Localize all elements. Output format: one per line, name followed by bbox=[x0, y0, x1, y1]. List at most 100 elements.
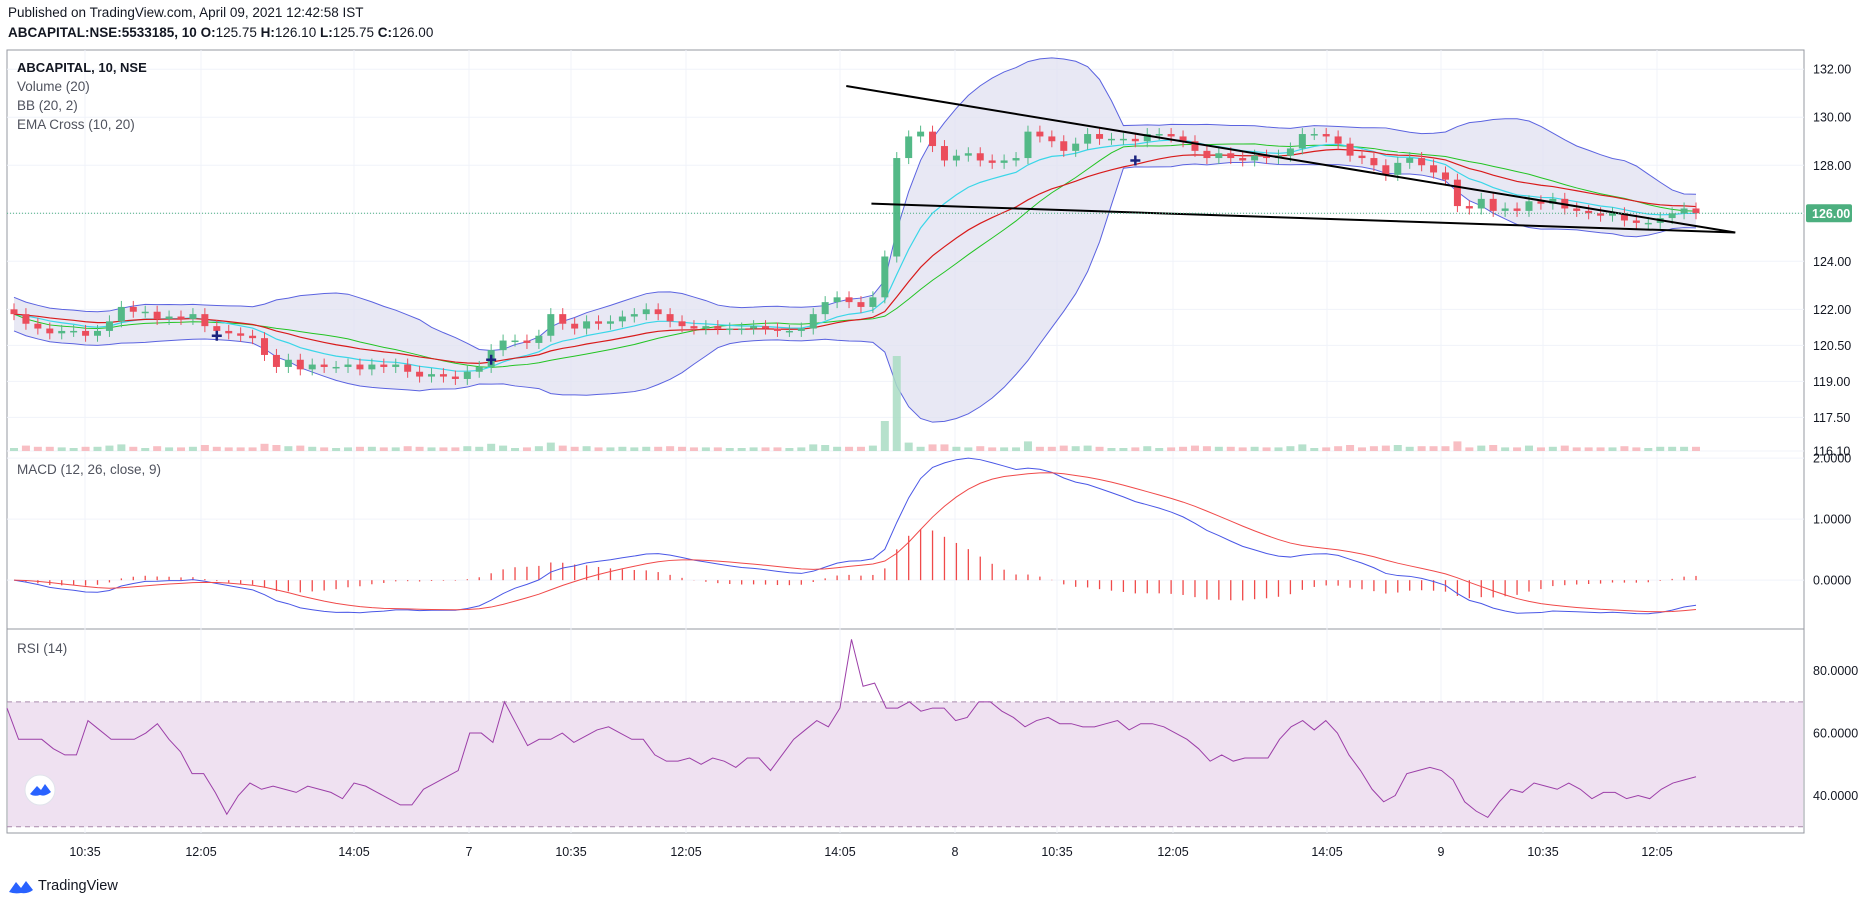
candle-body bbox=[1453, 179, 1461, 207]
volume-bar bbox=[1190, 445, 1199, 451]
x-tick-label: 10:35 bbox=[1527, 845, 1558, 859]
candle-body bbox=[630, 314, 638, 317]
candle-body bbox=[213, 326, 221, 331]
symbol-label: ABCAPITAL:NSE:5533185, 10 bbox=[8, 25, 197, 40]
volume-bar bbox=[1298, 444, 1307, 451]
volume-bar bbox=[904, 442, 913, 451]
volume-bar bbox=[21, 445, 30, 451]
candle-body bbox=[1203, 150, 1211, 159]
volume-bar bbox=[713, 447, 722, 451]
candle-body bbox=[1286, 148, 1294, 156]
volume-bar bbox=[1322, 447, 1331, 451]
candle-body bbox=[595, 321, 603, 324]
candle-body bbox=[1394, 162, 1402, 175]
trendline bbox=[871, 202, 1736, 234]
volume-bar bbox=[355, 446, 364, 451]
trendline bbox=[846, 85, 1736, 234]
signal-line bbox=[13, 472, 1697, 613]
volume-bar bbox=[1596, 447, 1605, 451]
candle-body bbox=[857, 302, 865, 307]
candle-body bbox=[606, 321, 614, 324]
volume-bar bbox=[403, 446, 412, 451]
volume-bar bbox=[81, 446, 90, 451]
candle-body bbox=[1358, 155, 1366, 159]
ema-fast-line bbox=[13, 139, 1697, 372]
candle-body bbox=[1263, 155, 1271, 159]
volume-bar bbox=[1179, 446, 1188, 451]
candle-body bbox=[654, 309, 662, 315]
volume-bar bbox=[1584, 447, 1593, 451]
volume-bar bbox=[272, 445, 281, 451]
candle-body bbox=[1084, 134, 1092, 144]
candle-body bbox=[905, 136, 913, 159]
candle-body bbox=[1131, 138, 1139, 142]
macd-title: MACD (12, 26, close, 9) bbox=[17, 462, 161, 477]
candle-body bbox=[70, 330, 78, 333]
candle-body bbox=[797, 328, 805, 331]
candle-body bbox=[1465, 206, 1473, 209]
candle-body bbox=[1430, 165, 1438, 173]
volume-bar bbox=[367, 446, 376, 451]
volume-bar bbox=[1608, 447, 1617, 451]
candle-body bbox=[1072, 143, 1080, 151]
price-legend-item: Volume (20) bbox=[17, 79, 90, 94]
candle-body bbox=[58, 330, 66, 334]
candle-body bbox=[82, 330, 90, 336]
candle-body bbox=[284, 359, 292, 367]
volume-bar bbox=[260, 443, 269, 451]
candle-body bbox=[750, 326, 758, 329]
candle-body bbox=[1036, 131, 1044, 137]
candle-body bbox=[1239, 158, 1247, 161]
candle-body bbox=[1322, 134, 1330, 137]
footer-brand: TradingView bbox=[8, 876, 118, 896]
volume-bar bbox=[1465, 447, 1474, 451]
y-tick-label: 116.10 bbox=[1813, 445, 1850, 459]
candle-body bbox=[988, 160, 996, 163]
candle-body bbox=[356, 364, 364, 370]
candle-body bbox=[1668, 213, 1676, 219]
candle-body bbox=[451, 376, 459, 379]
volume-bar bbox=[427, 447, 436, 451]
candle-body bbox=[499, 340, 507, 351]
chart-frame bbox=[6, 49, 1805, 834]
bollinger-lower-line bbox=[13, 161, 1697, 423]
volume-bar bbox=[1119, 448, 1128, 451]
volume-bar bbox=[1536, 447, 1545, 451]
candle-body bbox=[416, 371, 424, 377]
volume-bar bbox=[129, 446, 138, 451]
volume-bar bbox=[1548, 446, 1557, 451]
candle-body bbox=[583, 321, 591, 329]
volume-bar bbox=[10, 448, 18, 451]
volume-bar bbox=[737, 448, 746, 451]
volume-bar bbox=[1572, 447, 1581, 451]
candle-body bbox=[1632, 220, 1640, 223]
candle-body bbox=[702, 326, 710, 329]
candle-body bbox=[189, 314, 197, 319]
ohlc-line: ABCAPITAL:NSE:5533185, 10 O:125.75 H:126… bbox=[8, 25, 433, 40]
candle-body bbox=[869, 297, 877, 307]
volume-bar bbox=[475, 446, 484, 451]
candle-body bbox=[940, 146, 948, 161]
candle-body bbox=[1298, 134, 1306, 149]
volume-bar bbox=[976, 446, 985, 451]
volume-bar bbox=[1489, 445, 1498, 451]
candle-body bbox=[642, 309, 650, 315]
volume-bar bbox=[1071, 446, 1080, 451]
candle-body bbox=[428, 374, 436, 377]
candle-body bbox=[368, 364, 376, 370]
open-value: 125.75 bbox=[215, 25, 257, 40]
candle-body bbox=[1107, 138, 1115, 141]
volume-bar bbox=[1417, 446, 1426, 451]
candle-body bbox=[1096, 134, 1104, 139]
volume-bar bbox=[1107, 448, 1116, 451]
volume-bar bbox=[618, 446, 627, 451]
volume-bar bbox=[165, 447, 174, 451]
candle-body bbox=[22, 314, 30, 324]
candle-body bbox=[1406, 158, 1414, 163]
candle-body bbox=[332, 366, 340, 369]
x-tick-label: 8 bbox=[952, 845, 959, 859]
candle-body bbox=[392, 364, 400, 367]
volume-bar bbox=[1656, 446, 1665, 451]
volume-bar bbox=[69, 448, 78, 451]
